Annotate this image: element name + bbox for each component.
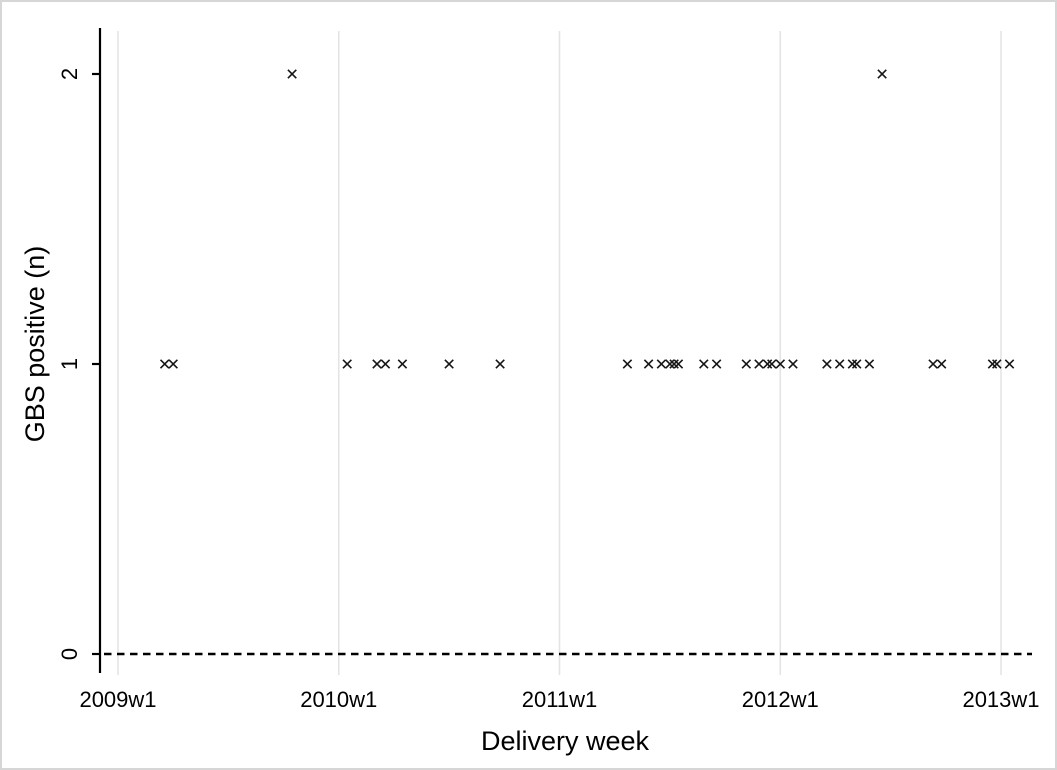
data-point-marker xyxy=(699,359,709,369)
x-tick-label: 2012w1 xyxy=(742,687,819,712)
data-point-marker xyxy=(847,359,858,369)
data-point-marker xyxy=(767,359,777,369)
y-tick-label: 1 xyxy=(57,358,82,370)
x-tick-label: 2009w1 xyxy=(79,687,156,712)
data-point-marker xyxy=(762,359,773,369)
x-tick-label: 2010w1 xyxy=(300,687,377,712)
data-point-marker xyxy=(992,359,1002,369)
data-point-marker xyxy=(673,359,684,369)
data-point-marker xyxy=(877,69,887,79)
data-point-marker xyxy=(822,359,832,369)
data-point-marker xyxy=(287,69,297,79)
data-point-marker xyxy=(741,359,752,369)
data-point-marker xyxy=(656,359,667,369)
data-point-marker xyxy=(159,359,170,369)
data-point-marker xyxy=(495,359,505,369)
data-point-marker xyxy=(936,359,947,369)
data-point-marker xyxy=(669,359,679,369)
data-point-marker xyxy=(754,359,764,369)
data-point-marker xyxy=(665,359,675,369)
data-point-marker xyxy=(788,359,798,369)
x-tick-label: 2011w1 xyxy=(522,687,597,712)
x-tick-label: 2013w1 xyxy=(962,687,1039,712)
data-point-marker xyxy=(168,359,178,369)
data-point-marker xyxy=(711,359,722,369)
data-point-marker xyxy=(342,359,352,369)
y-tick-label: 2 xyxy=(57,68,82,80)
data-point-marker xyxy=(643,359,654,369)
data-point-marker xyxy=(372,359,382,369)
data-point-marker xyxy=(380,359,391,369)
data-point-marker xyxy=(851,359,862,369)
data-point-marker xyxy=(397,359,408,369)
y-tick-label: 0 xyxy=(57,648,82,660)
data-point-marker xyxy=(834,359,845,369)
data-point-marker xyxy=(864,359,875,369)
data-point-marker xyxy=(1004,359,1015,369)
data-point-marker xyxy=(622,359,633,369)
data-point-marker xyxy=(928,359,938,369)
data-point-marker xyxy=(444,359,454,369)
data-point-marker xyxy=(775,359,786,369)
data-point-marker xyxy=(987,359,998,369)
y-axis-title: GBS positive (n) xyxy=(20,246,50,443)
x-axis-title: Delivery week xyxy=(481,726,650,756)
